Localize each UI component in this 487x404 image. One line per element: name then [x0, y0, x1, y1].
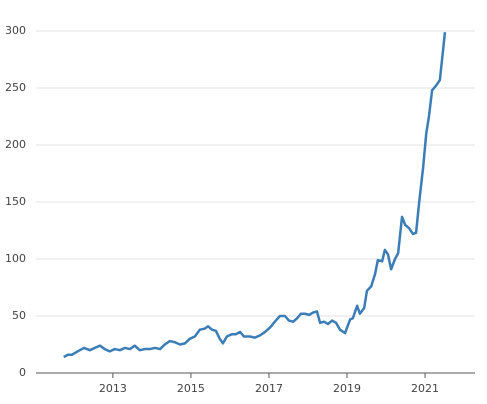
- x-tick-label: 2019: [333, 382, 361, 395]
- x-tick-label: 2017: [255, 382, 283, 395]
- x-tick-label: 2013: [99, 382, 127, 395]
- y-tick-label: 50: [12, 309, 26, 322]
- y-tick-label: 100: [5, 252, 26, 265]
- y-tick-label: 200: [5, 138, 26, 151]
- y-tick-label: 150: [5, 195, 26, 208]
- x-tick-label: 2015: [177, 382, 205, 395]
- data-line: [63, 32, 447, 359]
- y-tick-label: 300: [5, 24, 26, 37]
- y-tick-label: 250: [5, 81, 26, 94]
- y-tick-label: 0: [19, 366, 26, 379]
- x-tick-label: 2021: [411, 382, 439, 395]
